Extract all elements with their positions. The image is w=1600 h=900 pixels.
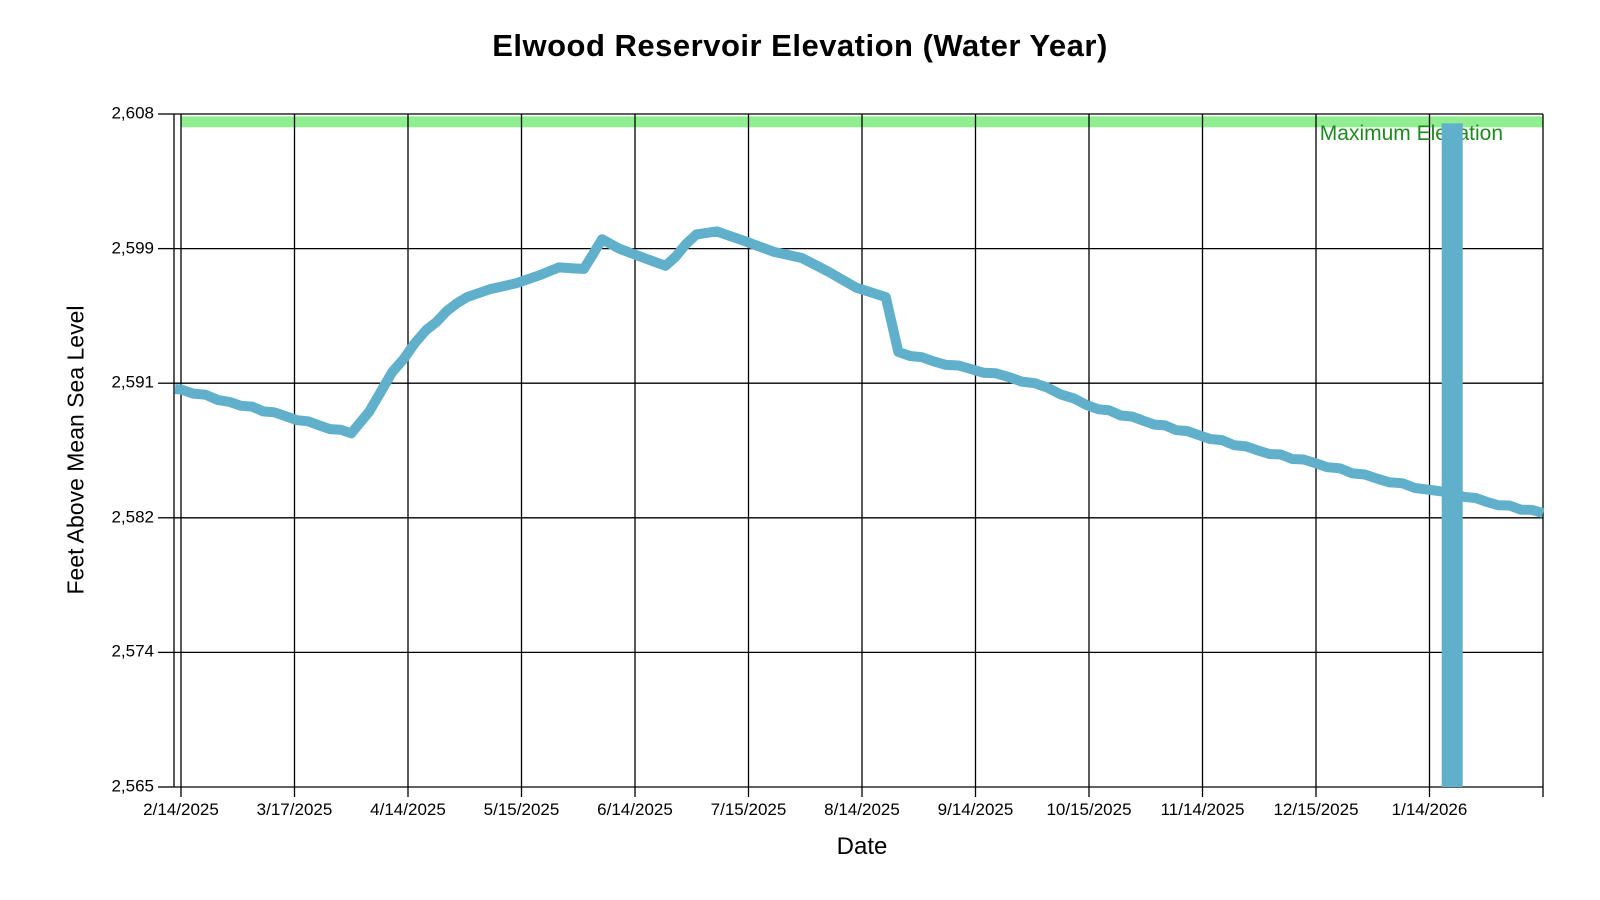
x-tick-label: 1/14/2026 [1391,800,1468,819]
x-tick-label: 4/14/2025 [370,800,446,819]
anomaly-spike-bar [1441,123,1463,788]
gridlines [158,113,1544,797]
x-tick-label: 12/15/2025 [1273,800,1359,819]
y-tick-label: 2,599 [111,238,154,258]
x-axis-title: Date [836,833,888,860]
y-tick-label: 2,565 [111,776,154,796]
y-tick-label: 2,591 [111,372,154,392]
x-tick-label: 6/14/2025 [597,800,673,819]
x-tick-label: 5/15/2025 [483,800,560,819]
x-tick-label: 9/14/2025 [937,800,1014,819]
x-tick-label: 10/15/2025 [1046,800,1132,819]
y-tick-label: 2,574 [111,641,154,661]
y-tick-label: 2,582 [111,507,154,527]
chart-title: Elwood Reservoir Elevation (Water Year) [492,28,1108,63]
y-tick-label: 2,608 [111,103,154,123]
max-elevation-label: Maximum Elevation [1320,122,1503,145]
elevation-series-line [174,123,1545,788]
x-tick-label: 3/17/2025 [256,800,333,819]
x-tick-label: 7/15/2025 [710,800,787,819]
x-tick-label: 8/14/2025 [824,800,900,819]
x-tick-label: 2/14/2025 [143,800,219,819]
x-tick-label: 11/14/2025 [1160,800,1245,819]
